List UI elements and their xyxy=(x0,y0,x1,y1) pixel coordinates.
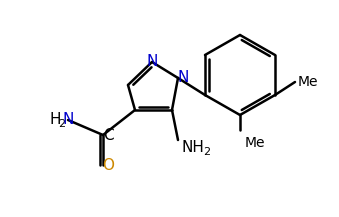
Text: N: N xyxy=(146,54,158,69)
Text: C: C xyxy=(103,128,113,143)
Text: NH: NH xyxy=(182,140,204,156)
Text: O: O xyxy=(102,158,114,173)
Text: N: N xyxy=(177,71,189,85)
Text: 2: 2 xyxy=(203,147,211,157)
Text: 2: 2 xyxy=(58,119,65,129)
Text: N: N xyxy=(62,112,74,128)
Text: Me: Me xyxy=(245,136,265,150)
Text: H: H xyxy=(49,112,61,128)
Text: Me: Me xyxy=(298,75,318,89)
